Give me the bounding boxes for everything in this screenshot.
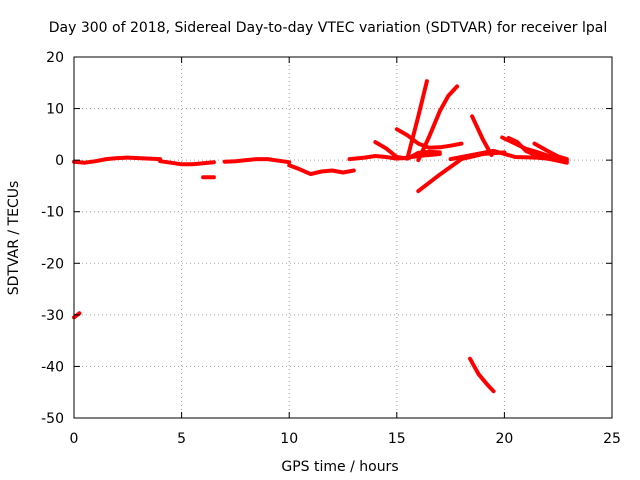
x-tick-label: 0 [70, 431, 79, 447]
series-arc-1 [72, 155, 163, 165]
series-arc-17 [468, 356, 496, 394]
y-tick-label: -50 [41, 411, 64, 427]
series-arc-4 [222, 157, 292, 165]
axes: 0 5 10 15 20 25 -50 -40 -30 -20 -10 0 10 20 [41, 50, 621, 447]
plot-frame [73, 56, 613, 419]
chart-title: Day 300 of 2018, Sidereal Day-to-day VTE… [49, 20, 607, 36]
y-tick-label: -30 [41, 308, 64, 324]
series-arc-12 [470, 114, 494, 157]
series-arc-5 [287, 163, 356, 177]
grid [74, 57, 612, 418]
x-tick-label: 5 [177, 431, 186, 447]
series-arc-2 [158, 159, 216, 167]
y-tick-label: -40 [41, 359, 64, 375]
series-arc-9 [405, 79, 429, 160]
y-tick-label: 0 [55, 153, 64, 169]
y-tick-label: 10 [46, 102, 64, 118]
data-series [72, 79, 569, 394]
series-arc-14 [500, 135, 569, 163]
series-arc-16 [532, 141, 569, 162]
y-tick-label: 20 [46, 50, 64, 66]
series-arc-15 [506, 136, 569, 165]
y-axis-title: SDTVAR / TECUs [6, 181, 22, 296]
x-tick-label: 10 [280, 431, 298, 447]
series-arc-10 [416, 84, 460, 163]
x-tick-label: 20 [495, 431, 513, 447]
x-tick-label: 25 [603, 431, 621, 447]
x-tick-label: 15 [388, 431, 406, 447]
y-tick-label: -20 [41, 256, 64, 272]
x-axis-title: GPS time / hours [281, 459, 398, 475]
series-arc-8 [394, 127, 464, 150]
y-tick-label: -10 [41, 205, 64, 221]
